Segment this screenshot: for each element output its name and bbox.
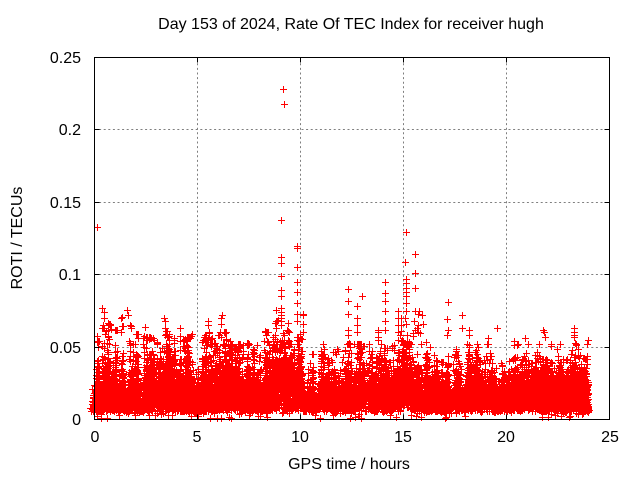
svg-text:0.05: 0.05 bbox=[50, 340, 81, 357]
svg-text:20: 20 bbox=[497, 429, 515, 446]
svg-text:GPS time / hours: GPS time / hours bbox=[288, 456, 410, 473]
svg-text:0: 0 bbox=[72, 412, 81, 429]
svg-text:0.2: 0.2 bbox=[59, 122, 81, 139]
svg-text:0.15: 0.15 bbox=[50, 195, 81, 212]
svg-text:0.1: 0.1 bbox=[59, 267, 81, 284]
svg-text:15: 15 bbox=[394, 429, 412, 446]
svg-text:0: 0 bbox=[91, 429, 100, 446]
svg-text:ROTI / TECUs: ROTI / TECUs bbox=[9, 187, 26, 290]
svg-text:0.25: 0.25 bbox=[50, 50, 81, 67]
svg-text:Day 153 of 2024, Rate Of TEC I: Day 153 of 2024, Rate Of TEC Index for r… bbox=[158, 16, 544, 33]
svg-text:5: 5 bbox=[193, 429, 202, 446]
svg-text:10: 10 bbox=[291, 429, 309, 446]
svg-text:25: 25 bbox=[601, 429, 619, 446]
